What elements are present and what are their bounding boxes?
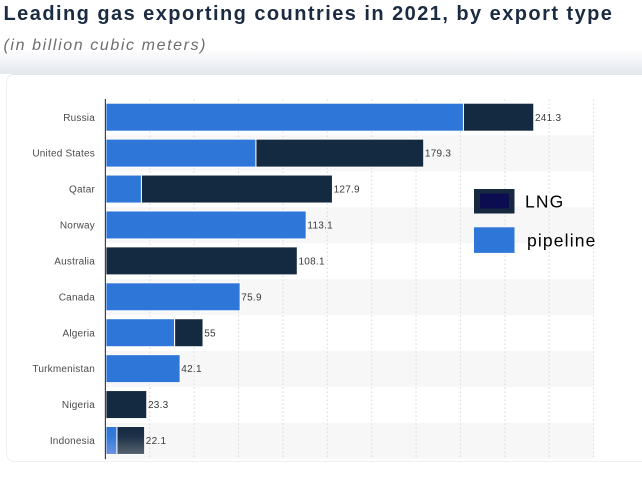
svg-text:Russia: Russia <box>63 113 95 124</box>
svg-text:Canada: Canada <box>59 292 95 303</box>
svg-text:Qatar: Qatar <box>69 185 95 196</box>
svg-text:Algeria: Algeria <box>62 328 95 339</box>
svg-text:241.3: 241.3 <box>535 113 561 124</box>
svg-text:127.9: 127.9 <box>334 185 360 196</box>
svg-text:United States: United States <box>32 149 95 160</box>
svg-text:Australia: Australia <box>54 257 95 268</box>
svg-text:Norway: Norway <box>60 221 95 232</box>
svg-text:Indonesia: Indonesia <box>50 436 95 447</box>
svg-text:55: 55 <box>204 328 216 339</box>
svg-text:23.3: 23.3 <box>148 400 169 411</box>
svg-text:108.1: 108.1 <box>299 257 325 268</box>
svg-text:179.3: 179.3 <box>425 149 451 160</box>
svg-text:22.1: 22.1 <box>146 436 167 447</box>
svg-text:LNG: LNG <box>525 192 564 212</box>
svg-text:Turkmenistan: Turkmenistan <box>32 364 95 375</box>
svg-text:Nigeria: Nigeria <box>62 400 95 411</box>
svg-text:pipeline: pipeline <box>527 231 597 251</box>
svg-text:42.1: 42.1 <box>181 364 202 375</box>
svg-text:75.9: 75.9 <box>241 292 262 303</box>
svg-text:113.1: 113.1 <box>307 221 333 232</box>
